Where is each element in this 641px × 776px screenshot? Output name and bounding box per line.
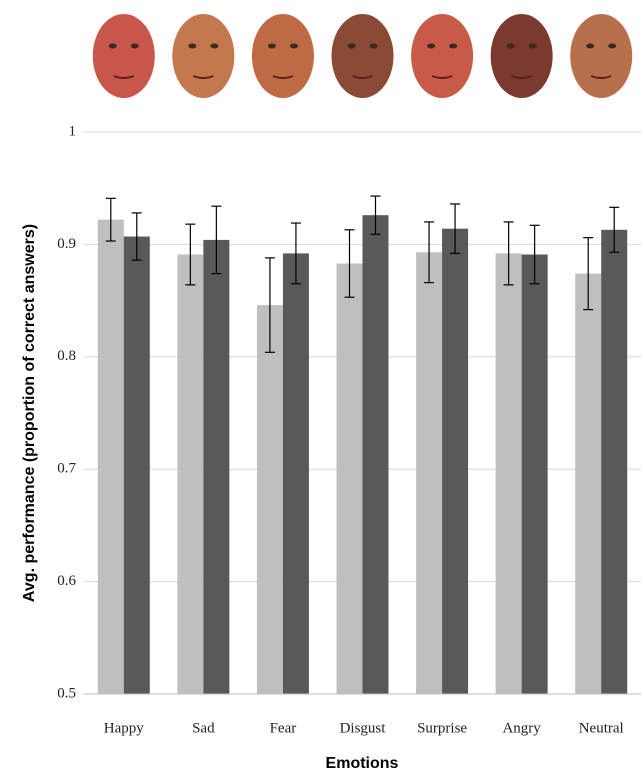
face-image (93, 14, 155, 98)
x-tick-label: Happy (104, 720, 144, 736)
face (252, 14, 314, 98)
bar (98, 220, 124, 694)
bar (522, 255, 548, 694)
bar (416, 252, 442, 694)
eye (427, 44, 435, 49)
eye (507, 44, 515, 49)
bar (177, 255, 203, 694)
eye (449, 44, 457, 49)
x-tick-label: Fear (270, 720, 297, 736)
eye (268, 44, 276, 49)
y-axis-title: Avg. performance (proportion of correct … (21, 224, 38, 602)
eye (608, 44, 616, 49)
bar (442, 229, 468, 694)
y-tick-label: 0.8 (57, 348, 76, 364)
eye (188, 44, 196, 49)
face-image (172, 14, 234, 98)
eye (370, 44, 378, 49)
bar (203, 240, 229, 694)
eye (586, 44, 594, 49)
face-image (252, 14, 314, 98)
x-tick-label: Angry (502, 720, 541, 736)
eye (290, 44, 298, 49)
x-tick-label: Neutral (579, 720, 624, 736)
eye (210, 44, 218, 49)
x-tick-label: Surprise (417, 720, 467, 736)
x-tick-label: Disgust (340, 720, 387, 736)
x-axis-title: Emotions (326, 755, 399, 772)
y-tick-label: 0.5 (57, 685, 76, 701)
bar (283, 253, 309, 694)
bar (496, 253, 522, 694)
eye (348, 44, 356, 49)
eye (529, 44, 537, 49)
face-image (411, 14, 473, 98)
y-tick-label: 1 (69, 123, 77, 139)
face-image (332, 14, 394, 98)
face (172, 14, 234, 98)
bar (337, 264, 363, 694)
bar (575, 274, 601, 694)
face (491, 14, 553, 98)
face (93, 14, 155, 98)
bar (257, 305, 283, 694)
y-tick-label: 0.6 (57, 573, 76, 589)
bar (124, 237, 150, 694)
face-image (491, 14, 553, 98)
x-tick-label: Sad (192, 720, 215, 736)
face (332, 14, 394, 98)
y-tick-label: 0.9 (57, 236, 76, 252)
face (411, 14, 473, 98)
bar (601, 230, 627, 694)
bar (363, 215, 389, 694)
face-image (570, 14, 632, 98)
eye (131, 44, 139, 49)
y-tick-label: 0.7 (57, 461, 76, 477)
eye (109, 44, 117, 49)
face (570, 14, 632, 98)
chart: Emotions Avg. performance (proportion of… (0, 0, 641, 776)
